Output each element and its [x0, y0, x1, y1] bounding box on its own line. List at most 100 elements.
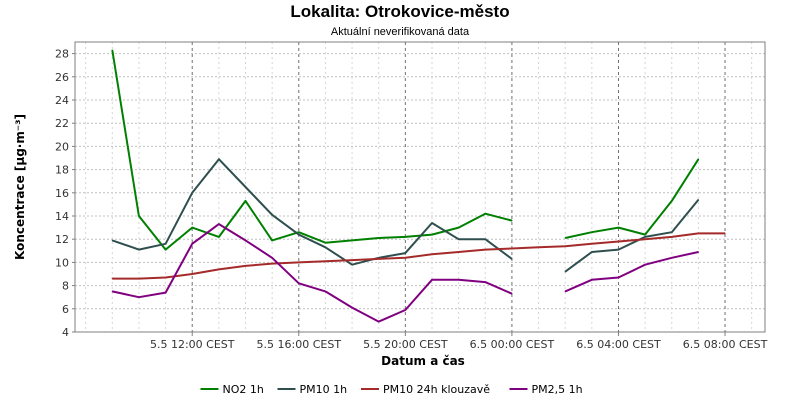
y-tick-label: 4 [62, 326, 69, 339]
legend-label: NO2 1h [223, 383, 264, 396]
data-point [111, 290, 113, 292]
data-point [404, 236, 406, 238]
data-point [218, 223, 220, 225]
data-point [404, 309, 406, 311]
data-point [671, 200, 673, 202]
y-tick-label: 24 [55, 94, 69, 107]
data-point [191, 227, 193, 229]
data-point [351, 264, 353, 266]
data-point [591, 251, 593, 253]
data-point [431, 222, 433, 224]
data-point [431, 279, 433, 281]
legend-label: PM2,5 1h [532, 383, 583, 396]
data-point [324, 246, 326, 248]
data-point [564, 237, 566, 239]
series-1 [111, 158, 700, 273]
data-point [431, 253, 433, 255]
data-point [298, 261, 300, 263]
series-lines [111, 49, 726, 323]
x-tick-label: 5.5 12:00 CEST [150, 338, 235, 351]
x-tick-label: 6.5 00:00 CEST [470, 338, 555, 351]
data-point [138, 296, 140, 298]
data-point [244, 200, 247, 202]
y-tick-label: 28 [55, 48, 69, 61]
data-point [564, 245, 566, 247]
data-point [724, 232, 726, 234]
data-point [138, 215, 140, 217]
data-point [564, 290, 566, 292]
y-tick-label: 26 [55, 71, 69, 84]
series-line-segment [112, 223, 513, 323]
data-point [511, 220, 513, 222]
data-point [644, 238, 646, 240]
legend-label: PM10 24h klouzavě [383, 383, 490, 396]
data-point [111, 278, 113, 280]
x-tick-label: 6.5 04:00 CEST [576, 338, 661, 351]
data-point [458, 227, 460, 229]
data-point [165, 276, 167, 279]
data-point [298, 234, 300, 236]
x-axis-ticks: 5.5 12:00 CEST 5.5 16:00 CEST 5.5 20:00 CE… [150, 332, 768, 351]
data-point [538, 246, 540, 248]
data-point [165, 249, 167, 251]
data-point [111, 49, 113, 51]
series-line-segment [564, 199, 700, 273]
data-point [697, 158, 700, 160]
y-tick-label: 14 [55, 210, 69, 223]
y-tick-label: 12 [55, 233, 69, 246]
data-point [218, 158, 220, 160]
data-point [271, 263, 273, 265]
x-tick-label: 6.5 08:00 CEST [683, 338, 768, 351]
y-tick-label: 20 [55, 140, 69, 153]
data-point [271, 214, 273, 216]
data-point [484, 249, 486, 251]
y-tick-label: 16 [55, 187, 69, 200]
y-tick-label: 10 [55, 256, 69, 269]
data-point [271, 257, 273, 259]
data-point [458, 238, 460, 240]
data-point [644, 234, 646, 236]
data-point [484, 238, 486, 240]
data-point [697, 251, 700, 253]
data-point [378, 321, 380, 323]
data-point [671, 231, 673, 233]
series-line-segment [112, 232, 725, 280]
data-point [644, 236, 646, 238]
data-point [697, 199, 700, 201]
chart-title: Lokalita: Otrokovice-město [290, 2, 509, 21]
data-point [165, 292, 167, 294]
data-point [165, 243, 167, 245]
data-point [484, 213, 486, 215]
data-point [404, 257, 406, 259]
data-point [298, 231, 300, 233]
x-tick-label: 5.5 20:00 CEST [363, 338, 448, 351]
series-2 [111, 232, 726, 280]
data-point [351, 259, 353, 261]
data-point [298, 282, 300, 284]
series-line-segment [111, 158, 513, 266]
series-line-segment [111, 49, 513, 251]
data-point [191, 192, 193, 194]
data-point [111, 239, 113, 241]
data-point [511, 247, 513, 250]
data-point [138, 249, 140, 251]
data-point [644, 264, 646, 266]
data-point [617, 249, 620, 251]
data-point [378, 258, 380, 260]
data-point [244, 186, 247, 188]
y-tick-label: 18 [55, 164, 69, 177]
data-point [484, 281, 486, 283]
data-point [591, 231, 593, 233]
data-point [617, 276, 620, 279]
data-point [458, 279, 460, 281]
data-point [324, 242, 326, 244]
data-point [564, 271, 566, 273]
data-point [404, 252, 406, 254]
series-3 [111, 223, 700, 323]
y-tick-label: 8 [62, 280, 69, 293]
data-point [351, 307, 353, 309]
data-point [244, 265, 247, 267]
data-point [324, 290, 326, 292]
data-point [458, 251, 460, 253]
